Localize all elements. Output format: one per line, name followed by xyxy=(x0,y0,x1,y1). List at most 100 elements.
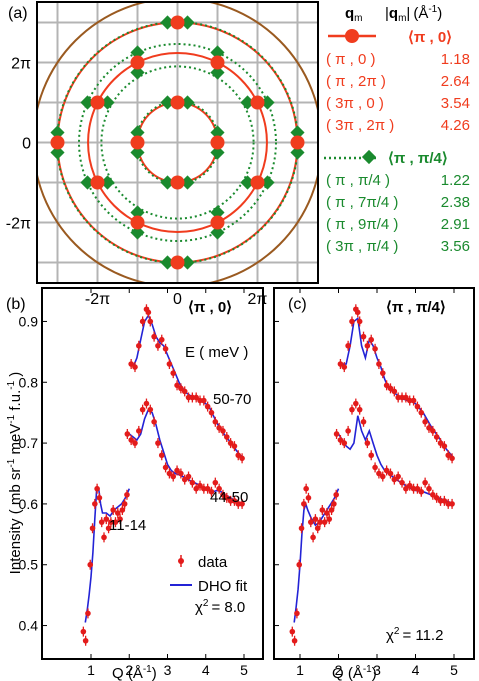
legend-row-q: ( π , 7π/4 ) xyxy=(326,194,398,211)
data-point xyxy=(326,516,333,522)
data-point xyxy=(376,470,382,477)
panel-b-series xyxy=(80,304,245,646)
energy-header: E ( meV ) xyxy=(185,344,248,361)
data-point xyxy=(387,385,394,392)
data-point xyxy=(449,455,455,462)
legend-row-value: 3.56 xyxy=(441,238,470,255)
data-point xyxy=(383,467,390,474)
data-point xyxy=(341,364,348,370)
data-point xyxy=(406,397,413,404)
data-point xyxy=(395,473,401,480)
panel-a-legend: qm |qm| (Å-1) ⟨π , 0⟩ ( π , 0 ) 1.18( π , … xyxy=(324,4,470,255)
data-point xyxy=(227,440,234,446)
data-point xyxy=(289,628,296,635)
range-label-mid: 44-50 xyxy=(210,489,248,506)
circle-point xyxy=(130,135,145,150)
data-point xyxy=(201,485,207,492)
data-point xyxy=(166,470,173,477)
diamond-point xyxy=(290,145,305,160)
data-point xyxy=(356,406,363,413)
circle-point xyxy=(50,135,65,150)
data-point xyxy=(328,507,335,513)
panel-c-series xyxy=(289,304,455,646)
y-tick-label-a: 2π xyxy=(11,56,31,73)
legend-header-q: qm xyxy=(345,5,363,24)
circle-point xyxy=(130,215,145,230)
data-point xyxy=(178,470,184,477)
data-point xyxy=(189,394,196,401)
data-point xyxy=(96,495,103,501)
data-point xyxy=(220,491,226,498)
x-tick-label-a: 0 xyxy=(173,291,182,308)
data-point xyxy=(341,440,348,446)
data-point xyxy=(212,419,219,425)
fit-curve xyxy=(337,415,455,505)
y-tick-label-a: -2π xyxy=(6,216,31,233)
data-point xyxy=(124,491,130,498)
legend-group1-rows: ( π , 0 ) 1.18 ( π , 2π ) 2.64 ( 3π , 0 ) 3.5… xyxy=(326,51,470,134)
circle-point xyxy=(210,135,225,150)
legend-row-value: 1.22 xyxy=(441,172,470,189)
x-tick-label: 3 xyxy=(373,662,381,678)
panel-b-title: ⟨π , 0⟩ xyxy=(188,299,232,316)
data-point xyxy=(349,318,355,325)
y-tick-label: 0.9 xyxy=(19,313,39,329)
data-point xyxy=(155,440,161,446)
data-point xyxy=(162,346,169,352)
data-point xyxy=(433,434,440,440)
data-point xyxy=(298,525,305,532)
data-point xyxy=(314,525,321,532)
legend-row-q: ( π , 9π/4 ) xyxy=(326,216,398,233)
data-point xyxy=(87,561,94,568)
diamond-point xyxy=(130,225,145,240)
data-point xyxy=(208,409,215,416)
data-point xyxy=(319,507,326,513)
data-point xyxy=(333,491,339,498)
circle-point xyxy=(250,175,265,190)
data-point xyxy=(136,342,142,349)
y-tick-label: 0.8 xyxy=(19,374,39,390)
circle-point xyxy=(90,95,105,110)
legend-row-q: ( 3π , 2π ) xyxy=(326,117,394,134)
data-point xyxy=(139,406,146,413)
circle-point xyxy=(170,95,185,110)
data-point xyxy=(158,336,165,343)
data-point xyxy=(414,403,421,410)
legend-row-q: ( π , 2π ) xyxy=(326,73,386,90)
circle-point xyxy=(170,175,185,190)
data-point xyxy=(204,403,211,410)
data-point xyxy=(324,510,330,516)
data-point xyxy=(181,388,188,395)
diamond-point xyxy=(180,255,195,270)
panel-b-frame xyxy=(41,287,264,660)
data-point xyxy=(403,485,409,492)
data-point xyxy=(426,425,432,431)
data-point xyxy=(170,473,177,480)
data-point xyxy=(430,491,436,498)
legend-row-q: ( 3π , π/4 ) xyxy=(326,238,398,255)
panel-b: (b) ⟨π , 0⟩ 1 2 3 4 5 0.4 0.5 0.6 0.7 0.8 0.9 E ( … xyxy=(6,287,264,678)
panel-a-label: (a) xyxy=(8,5,28,22)
circle-point xyxy=(170,255,185,270)
data-point xyxy=(379,473,386,480)
data-point xyxy=(441,498,448,504)
data-point xyxy=(426,485,432,492)
data-point xyxy=(372,346,378,352)
chi2-c: χ2 = 11.2 xyxy=(386,626,443,644)
data-point xyxy=(216,425,222,431)
legend-row-q: ( 3π , 0 ) xyxy=(326,95,384,112)
x-axis-label-b: Q (Å-1) xyxy=(112,664,157,681)
data-point xyxy=(181,476,188,483)
data-point xyxy=(307,519,314,525)
data-point xyxy=(337,437,344,443)
data-point xyxy=(312,516,319,522)
data-point xyxy=(147,318,154,325)
data-point xyxy=(422,419,428,425)
data-point xyxy=(201,397,207,404)
diamond-point xyxy=(240,175,255,190)
data-point xyxy=(410,397,417,404)
data-point xyxy=(303,485,309,492)
panel-b-label: (b) xyxy=(6,296,26,313)
data-point xyxy=(197,397,203,404)
circle-point xyxy=(130,55,145,70)
